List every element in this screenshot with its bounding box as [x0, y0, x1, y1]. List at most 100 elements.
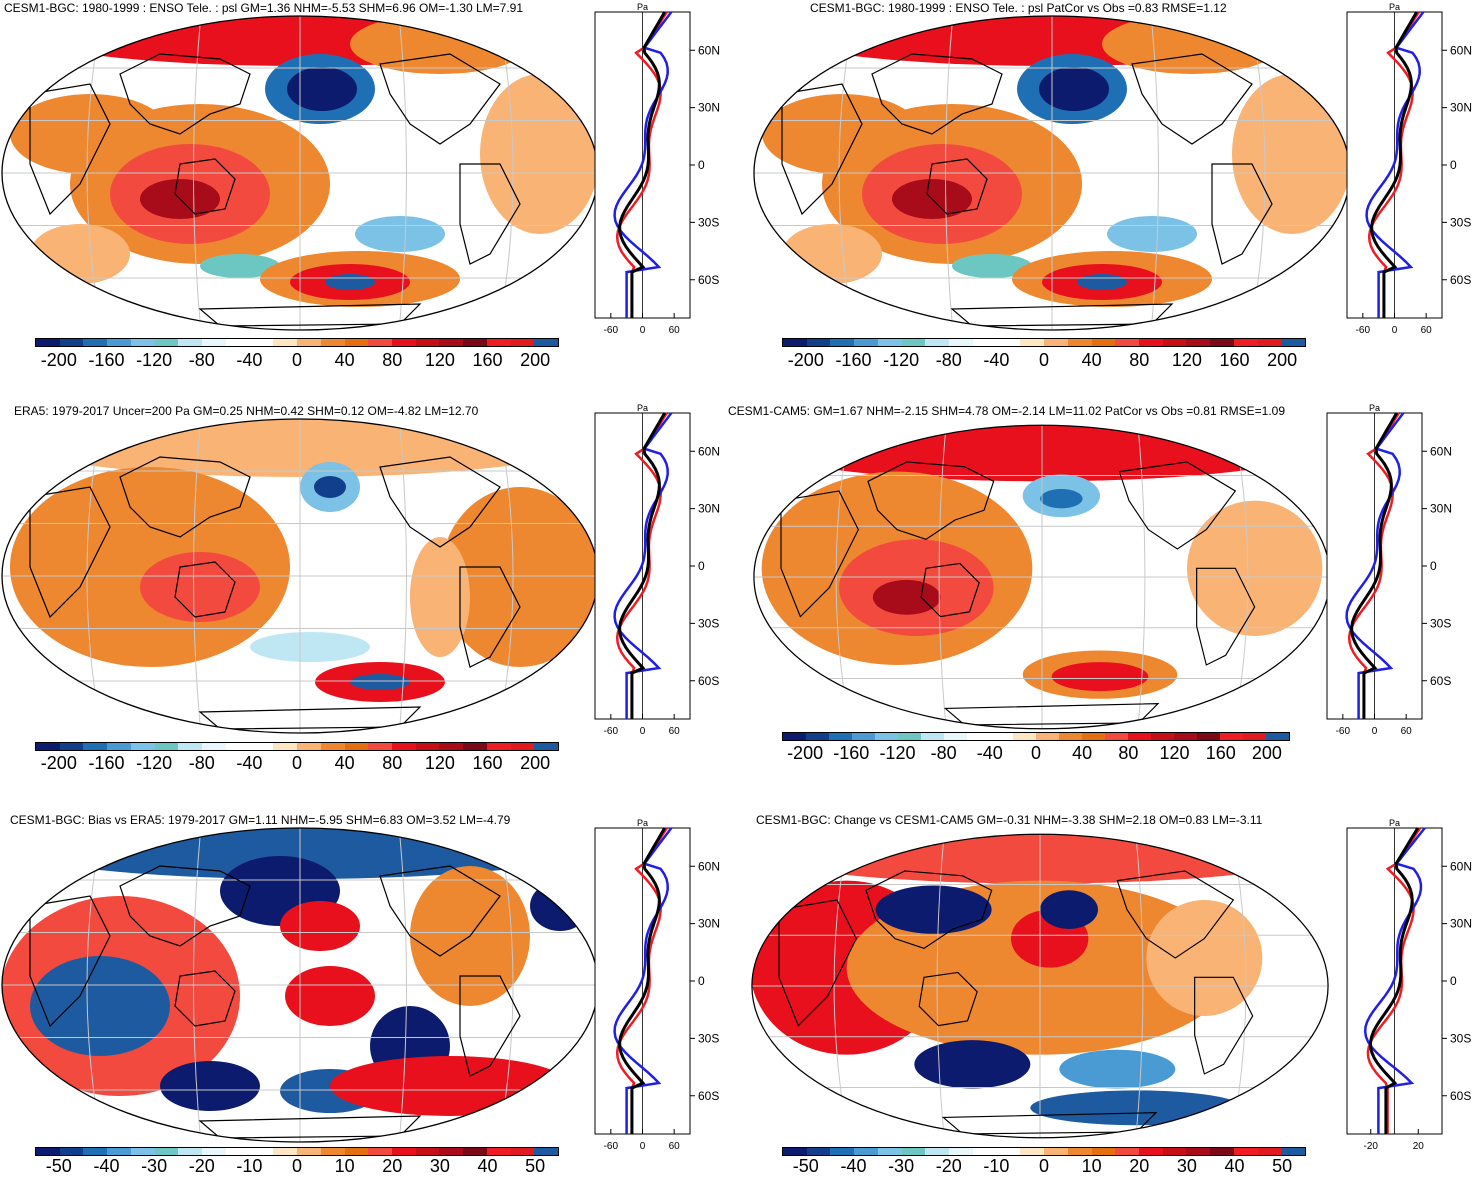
profile-lat-label: 0: [698, 559, 705, 573]
colorbar-swatch: [130, 743, 155, 750]
panel-6-title: CESM1-BGC: Change vs CESM1-CAM5 GM=-0.31…: [756, 813, 1263, 827]
profile-lat-label: 60N: [698, 444, 720, 458]
colorbar-label: 0: [291, 350, 302, 370]
coastline-4: [1194, 976, 1254, 1075]
colorbar-swatch: [972, 1148, 997, 1155]
meridian-line: [193, 828, 202, 1142]
coastline-0: [119, 865, 251, 947]
colorbar-label: 200: [520, 753, 551, 773]
colorbar-swatch: [154, 743, 179, 750]
colorbar-swatch: [510, 1148, 535, 1155]
map-blob-4: [875, 885, 992, 934]
panel-4-map: [753, 424, 1331, 730]
colorbar-label: 30: [429, 1156, 450, 1176]
colorbar-swatch: [898, 733, 921, 740]
colorbar-swatch: [534, 743, 559, 750]
panel-6-map: [751, 833, 1329, 1139]
panel-1: CESM1-BGC: 1980-1999 : ENSO Tele. : psl …: [0, 0, 742, 390]
panel-2-title: CESM1-BGC: 1980-1999 : ENSO Tele. : psl …: [810, 1, 1227, 15]
colorbar-swatch: [1139, 1148, 1163, 1155]
profile-series-1: [1363, 827, 1426, 1134]
profile-lat-label: 60N: [1450, 859, 1472, 873]
colorbar-swatch: [439, 1148, 464, 1155]
coastline-4: [1211, 163, 1273, 265]
profile-series-1: [613, 11, 673, 318]
colorbar-label: 0: [291, 1156, 302, 1176]
map-blob-4: [285, 966, 375, 1026]
colorbar-label: -10: [983, 1156, 1010, 1176]
colorbar-label: -30: [141, 1156, 168, 1176]
profile-x-label: -60: [604, 726, 619, 737]
colorbar-label: -50: [45, 1156, 72, 1176]
colorbar-label: 120: [424, 753, 455, 773]
colorbar-swatch: [59, 1148, 84, 1155]
coastline-0: [867, 461, 995, 540]
profile-x-label: -60: [1356, 325, 1371, 336]
colorbar-swatch: [1281, 1148, 1306, 1155]
colorbar-swatch: [320, 339, 345, 346]
coastline-3: [379, 53, 501, 145]
meridian-line: [938, 425, 947, 729]
profile-lat-label: 0: [1450, 974, 1457, 988]
colorbar-label: 80: [1129, 350, 1150, 370]
colorbar-swatch: [1044, 1148, 1068, 1155]
colorbar-swatch: [1281, 339, 1306, 346]
colorbar-label: -80: [188, 350, 215, 370]
colorbar-swatch: [1243, 733, 1266, 740]
map-blob-5: [1040, 890, 1098, 929]
coastline-1: [174, 561, 236, 618]
colorbar-swatch: [249, 743, 274, 750]
colorbar-swatch: [1020, 339, 1045, 346]
coastline-2: [781, 83, 863, 216]
profile-x-label: 0: [1372, 726, 1378, 737]
colorbar-label: -160: [88, 753, 125, 773]
colorbar-swatch: [1174, 733, 1197, 740]
colorbar-label: -40: [840, 1156, 867, 1176]
colorbar-label: -40: [983, 350, 1010, 370]
colorbar-label: -30: [888, 1156, 915, 1176]
colorbar-swatch: [990, 733, 1013, 740]
meridian-line: [398, 16, 407, 330]
map-blob-4: [410, 537, 470, 657]
profile-unit-label: Pa: [1389, 2, 1400, 12]
profile-x-label: -60: [604, 325, 619, 336]
colorbar-swatch: [830, 1148, 855, 1155]
colorbar-label: 10: [1081, 1156, 1102, 1176]
colorbar-label: -200: [787, 350, 824, 370]
map-blob-8: [1039, 67, 1109, 111]
colorbar-swatch: [1013, 733, 1036, 740]
colorbar-swatch: [949, 339, 973, 346]
profile-lat-label: 60S: [1450, 1089, 1471, 1103]
colorbar-swatch: [1082, 733, 1105, 740]
profile-lat-label: 30S: [1450, 215, 1471, 229]
panel-4: CESM1-CAM5: GM=1.67 NHM=-2.15 SHM=4.78 O…: [728, 395, 1483, 785]
profile-x-label: 0: [640, 1141, 646, 1152]
profile-series-1: [1365, 11, 1425, 318]
meridian-line: [193, 16, 202, 330]
coastline-2: [29, 83, 111, 216]
colorbar-swatch: [1162, 1148, 1187, 1155]
colorbar-swatch: [949, 1148, 973, 1155]
colorbar-swatch: [392, 1148, 416, 1155]
colorbar-swatch: [368, 743, 393, 750]
map-blob-10: [952, 254, 1032, 278]
panel-6: CESM1-BGC: Change vs CESM1-CAM5 GM=-0.31…: [742, 800, 1483, 1181]
map-blob-9: [1107, 216, 1197, 252]
map-blob-4: [1187, 500, 1323, 636]
panel-3-map: [1, 418, 599, 734]
colorbar-swatch: [273, 339, 298, 346]
meridian-line: [1137, 425, 1146, 729]
coastline-4: [1196, 567, 1256, 666]
colorbar-label: 40: [1224, 1156, 1245, 1176]
map-blob-13: [1077, 274, 1127, 290]
colorbar-swatch: [130, 339, 155, 346]
colorbar-swatch: [877, 1148, 902, 1155]
colorbar-swatch: [486, 1148, 511, 1155]
map-blob-9: [350, 674, 410, 690]
panel-5-map: [1, 827, 599, 1143]
map-blob-6: [314, 476, 346, 498]
map-blob-10: [200, 254, 280, 278]
colorbar-swatch: [202, 743, 226, 750]
map-border: [751, 833, 1329, 1139]
colorbar-swatch: [783, 1148, 807, 1155]
